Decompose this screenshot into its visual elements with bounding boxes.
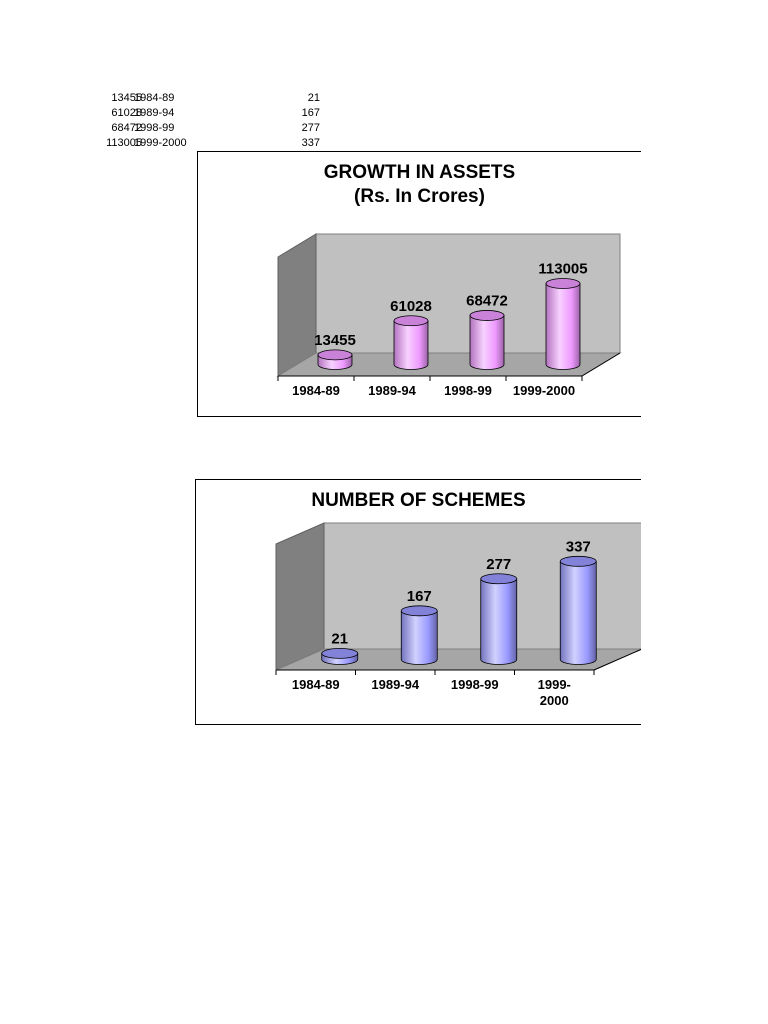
bar <box>559 555 597 665</box>
data-label: 337 <box>566 538 591 555</box>
chart-side-wall <box>275 522 325 671</box>
assets-cell: 113005 <box>106 137 142 149</box>
bar-top <box>317 349 353 361</box>
bar-series <box>321 555 597 665</box>
data-label: 167 <box>407 588 432 605</box>
x-tick-label: 1999- <box>538 677 571 692</box>
bar-top <box>469 310 505 321</box>
bar-top <box>321 647 359 659</box>
x-tick-label: 1984-89 <box>292 383 340 398</box>
growth-in-assets-chart: GROWTH IN ASSETS (Rs. In Crores) 13455 61… <box>197 151 641 417</box>
bar-top <box>559 555 597 567</box>
bar-top <box>400 605 438 617</box>
x-tick-label: 1989-94 <box>368 383 416 398</box>
data-label: 68472 <box>466 292 508 309</box>
table-row: 61028 1989-94 167 <box>80 106 340 121</box>
bar <box>469 310 505 370</box>
x-axis-depth-line <box>593 648 641 671</box>
bar-body <box>400 610 438 665</box>
chart-title: NUMBER OF SCHEMES <box>311 490 526 511</box>
period-cell: 1999-2000 <box>134 137 187 149</box>
data-label: 13455 <box>314 332 356 349</box>
table-row: 13455 1984-89 21 <box>80 91 340 106</box>
bar <box>545 278 581 370</box>
x-tick-label: 1999-2000 <box>513 383 575 398</box>
period-cell: 1984-89 <box>134 92 175 104</box>
period-cell: 1989-94 <box>134 107 175 119</box>
period-cell: 1998-99 <box>134 122 175 134</box>
schemes-cell: 167 <box>301 107 320 119</box>
assets-cell: 13455 <box>111 92 142 104</box>
x-tick-label: 2000 <box>540 693 569 708</box>
bar <box>321 647 359 665</box>
source-data-table: 13455 1984-89 21 61028 1989-94 167 68472… <box>80 91 340 151</box>
chart-title: GROWTH IN ASSETS <box>323 162 516 183</box>
bar <box>480 573 518 665</box>
data-label: 21 <box>331 630 348 647</box>
bar-body <box>545 283 581 370</box>
table-row: 113005 1999-2000 337 <box>80 136 340 151</box>
x-tick-label: 1998-99 <box>444 383 492 398</box>
chart-side-wall <box>277 233 317 377</box>
chart-plot-area: 21 167 277 337 1984-89 1989-94 1998-99 1999-200… <box>275 522 641 708</box>
bar-body <box>480 578 518 665</box>
bar-series <box>317 278 581 370</box>
schemes-cell: 337 <box>301 137 320 149</box>
bar-body <box>559 560 597 665</box>
x-tick-label: 1989-94 <box>371 677 419 692</box>
bar-top <box>480 573 518 585</box>
chart-subtitle: (Rs. In Crores) <box>354 186 485 207</box>
bar-top <box>545 278 581 289</box>
assets-cell: 61028 <box>111 107 142 119</box>
bar-body <box>393 320 429 370</box>
x-tick-label: 1998-99 <box>451 677 499 692</box>
assets-cell: 68472 <box>111 122 142 134</box>
x-axis-depth-line <box>581 352 621 377</box>
table-row: 68472 1998-99 277 <box>80 121 340 136</box>
bar <box>400 605 438 665</box>
schemes-cell: 277 <box>301 122 320 134</box>
data-label: 113005 <box>538 261 587 278</box>
chart-plot-area: 13455 61028 68472 113005 1984-89 1989-94 1998-… <box>276 233 622 398</box>
x-tick-label: 1984-89 <box>292 677 340 692</box>
data-label: 61028 <box>390 298 432 315</box>
data-label: 277 <box>486 556 511 573</box>
bar <box>393 315 429 370</box>
schemes-cell: 21 <box>307 92 320 104</box>
bar <box>317 349 353 370</box>
bar-body <box>469 315 505 370</box>
bar-top <box>393 315 429 327</box>
number-of-schemes-chart: NUMBER OF SCHEMES 21 167 277 337 1984-89 1989… <box>195 479 641 725</box>
